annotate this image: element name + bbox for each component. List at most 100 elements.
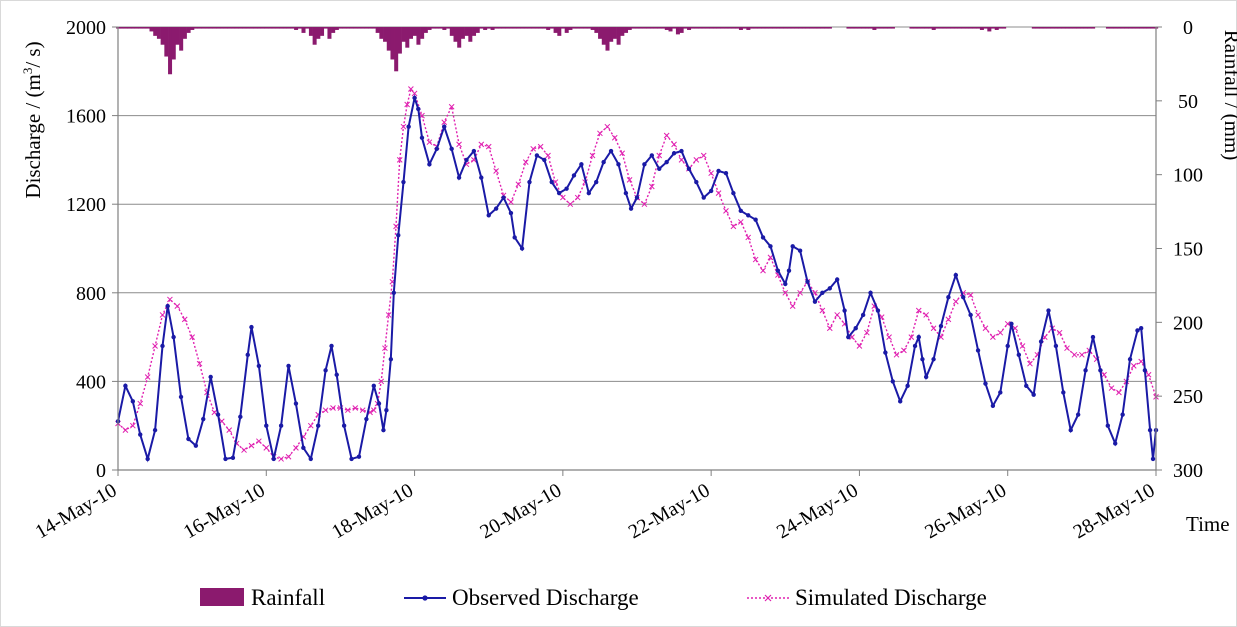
observed-discharge-point <box>783 281 788 287</box>
rainfall-bar <box>631 27 636 29</box>
simulated-discharge-point <box>671 141 677 148</box>
rainfall-bar <box>412 27 417 36</box>
simulated-discharge-point <box>285 453 292 460</box>
observed-discharge-point <box>834 277 840 282</box>
rainfall-bar <box>1035 27 1040 29</box>
observed-discharge-point <box>419 135 425 140</box>
rainfall-bar <box>979 27 984 30</box>
simulated-discharge-point <box>797 289 803 296</box>
rainfall-bar <box>186 27 191 33</box>
observed-discharge-point <box>975 348 981 353</box>
rainfall-bar <box>1150 27 1155 29</box>
observed-discharge-point <box>341 423 347 428</box>
rainfall-bar <box>438 27 443 29</box>
simulated-discharge-point <box>122 427 129 433</box>
y-tick-label-right-150: 150 <box>1173 239 1203 261</box>
simulated-discharge-point <box>137 400 144 407</box>
observed-discharge-point <box>356 454 362 459</box>
simulated-discharge-point <box>307 422 314 429</box>
rainfall-bar <box>601 27 606 45</box>
rainfall-bar <box>720 27 725 29</box>
observed-discharge-point <box>694 179 699 185</box>
rainfall-bar <box>301 27 306 33</box>
rainfall-bar <box>590 27 595 30</box>
rainfall-bar <box>1135 27 1140 29</box>
series-observed-discharge <box>115 94 1159 463</box>
observed-discharge-point <box>1147 427 1153 433</box>
observed-discharge-point <box>890 379 895 384</box>
simulated-discharge-point <box>448 103 455 110</box>
rainfall-bar <box>668 27 673 32</box>
left-tick-labels: 0 400 800 1200 1600 2000 <box>66 17 106 482</box>
rainfall-bar <box>531 27 536 29</box>
rainfall-bar <box>820 27 825 29</box>
rainfall-bar <box>694 27 699 29</box>
observed-discharge-point <box>746 213 751 218</box>
rainfall-bar <box>475 27 480 33</box>
observed-discharge-point <box>412 95 417 101</box>
rainfall-bar <box>779 27 784 29</box>
observed-discharge-point <box>349 456 354 462</box>
rainfall-bar <box>675 27 680 35</box>
rainfall-bar <box>460 27 465 39</box>
legend-observed-marker <box>422 595 428 601</box>
observed-discharge-point <box>519 246 525 251</box>
rainfall-bar <box>946 27 951 29</box>
simulated-discharge-point <box>693 157 700 163</box>
simulated-discharge-point <box>901 347 907 354</box>
simulated-discharge-point <box>322 407 329 414</box>
rainfall-bar <box>916 27 921 29</box>
rainfall-bar <box>501 27 506 29</box>
rainfall-bar <box>987 27 992 32</box>
simulated-discharge-point <box>256 438 262 445</box>
rainfall-bar <box>701 27 706 29</box>
y-tick-label-left-1200: 1200 <box>66 194 106 216</box>
observed-discharge-point <box>738 208 743 214</box>
observed-discharge-point <box>256 363 262 369</box>
rainfall-bar <box>286 27 291 29</box>
rainfall-bar <box>509 27 514 29</box>
rainfall-bar <box>427 27 432 30</box>
simulated-discharge-point <box>656 152 663 159</box>
observed-discharge-point <box>286 363 291 369</box>
observed-discharge-point <box>406 124 411 129</box>
rainfall-bar <box>371 27 376 29</box>
observed-discharge-point <box>278 423 284 428</box>
observed-discharge-point <box>245 352 250 358</box>
simulated-discharge-point <box>611 134 618 141</box>
observed-discharge-point <box>123 383 128 389</box>
y-tick-label-left-2000: 2000 <box>66 17 106 39</box>
observed-discharge-point <box>1138 326 1144 331</box>
rainfall-bar <box>805 27 810 29</box>
observed-discharge-point <box>171 334 176 340</box>
simulated-discharge-point <box>344 407 351 414</box>
observed-discharge-point <box>293 401 299 406</box>
observed-discharge-point <box>1142 368 1148 373</box>
simulated-discharge-point <box>1027 360 1033 367</box>
rainfall-bar <box>145 27 150 29</box>
observed-discharge-point <box>215 412 221 417</box>
observed-discharge-point <box>1009 321 1014 327</box>
observed-discharge-point <box>512 235 517 240</box>
simulated-discharge-point <box>930 325 937 332</box>
simulated-discharge-point <box>478 141 485 148</box>
observed-discharge-point <box>486 213 491 218</box>
observed-discharge-point <box>1053 343 1059 349</box>
rainfall-bar <box>193 27 199 29</box>
simulated-discharge-point <box>1145 371 1152 378</box>
rainfall-bar <box>753 27 758 29</box>
rainfall-bar <box>364 27 369 29</box>
simulated-discharge-point <box>263 444 270 451</box>
rainfall-bar <box>957 27 962 29</box>
simulated-discharge-point <box>248 442 255 449</box>
simulated-discharge-point <box>393 223 399 230</box>
rainfall-bar <box>672 27 677 29</box>
rainfall-bar <box>175 27 180 45</box>
observed-discharge-point <box>201 416 206 422</box>
observed-discharge-point <box>534 153 540 158</box>
rainfall-bar <box>950 27 955 29</box>
simulated-discharge-point <box>352 405 359 411</box>
simulated-discharge-point <box>522 159 529 165</box>
observed-discharge-point <box>786 268 792 273</box>
observed-discharge-point <box>983 381 988 386</box>
